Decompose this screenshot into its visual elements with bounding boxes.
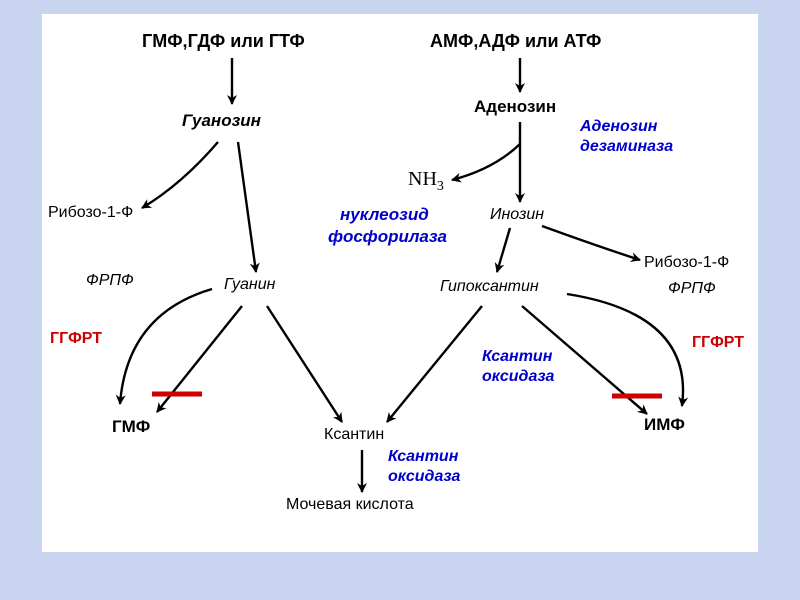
node-frpf-left: ФРПФ [86,272,134,290]
nh3-sub: 3 [437,179,444,194]
node-adenosine: Аденозин [474,98,556,117]
node-frpf-right: ФРПФ [668,280,716,298]
node-amp-top: АМФ,АДФ или АТФ [430,32,601,52]
node-gmp-bottom: ГМФ [112,418,150,437]
enzyme-ggfrt-left: ГГФРТ [50,330,102,348]
enzyme-xanthine-ox2-l2: оксидаза [388,468,460,486]
nh3-text: NH [408,168,437,190]
node-xanthine: Ксантин [324,426,384,444]
enzyme-xanthine-ox1-l2: оксидаза [482,368,554,386]
enzyme-nucleoside-l2: фосфорилаза [328,228,447,247]
enzyme-adenosine-deaminase-l1: Аденозин [580,118,657,136]
enzyme-adenosine-deaminase-l2: дезаминаза [580,138,673,156]
node-hypoxanthine: Гипоксантин [440,278,539,296]
diagram-stage: ГМФ,ГДФ или ГТФ АМФ,АДФ или АТФ Гуанозин… [42,14,758,552]
enzyme-nucleoside-l1: нуклеозид [340,206,429,225]
node-inosine: Инозин [490,206,544,224]
node-imp-bottom: ИМФ [644,416,685,435]
node-guanine: Гуанин [224,276,275,294]
node-gmp-top: ГМФ,ГДФ или ГТФ [142,32,305,52]
enzyme-xanthine-ox2-l1: Ксантин [388,448,458,466]
node-uric-acid: Мочевая кислота [286,496,414,514]
node-ribose1p-left: Рибозо-1-Ф [48,204,133,222]
enzyme-xanthine-ox1-l1: Ксантин [482,348,552,366]
node-nh3: NH3 [408,168,444,194]
node-ribose1p-right: Рибозо-1-Ф [644,254,729,272]
enzyme-ggfrt-right: ГГФРТ [692,334,744,352]
node-guanosine: Гуанозин [182,112,261,131]
